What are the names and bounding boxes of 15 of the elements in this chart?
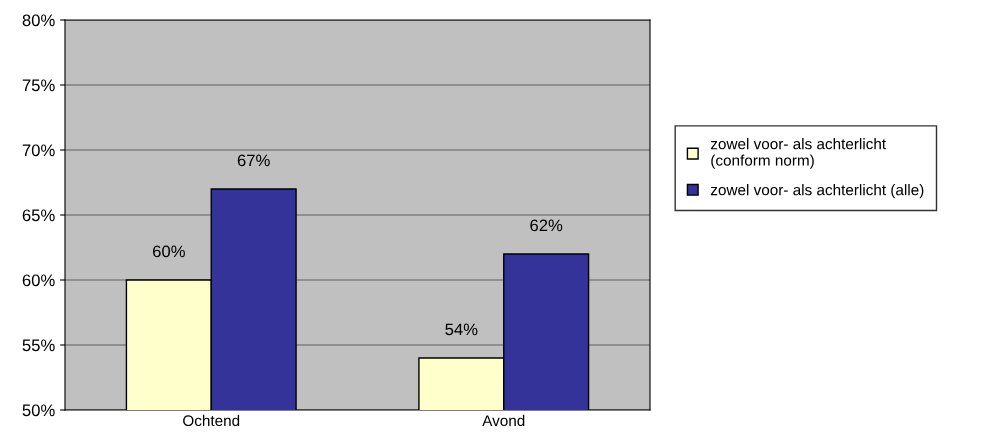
y-tick-label: 55% — [22, 339, 55, 352]
text: 62% — [530, 219, 563, 232]
y-tick-label: 60% — [22, 274, 55, 287]
y-tick-label: 70% — [22, 144, 55, 157]
legend-label: zowel voor- als achterlicht (conform norm) — [710, 138, 886, 169]
legend-label: zowel voor- als achterlicht (alle) — [710, 184, 924, 199]
x-tick-label: Avond — [482, 414, 525, 427]
y-tick-label: 75% — [22, 79, 55, 92]
x-tick-label: Ochtend — [183, 414, 240, 427]
text: 67% — [237, 154, 270, 167]
y-tick-label: 80% — [22, 14, 55, 27]
y-tick-label: 65% — [22, 209, 55, 222]
y-tick-label: 50% — [22, 404, 55, 417]
text: 54% — [445, 323, 478, 336]
text: 60% — [153, 245, 185, 258]
